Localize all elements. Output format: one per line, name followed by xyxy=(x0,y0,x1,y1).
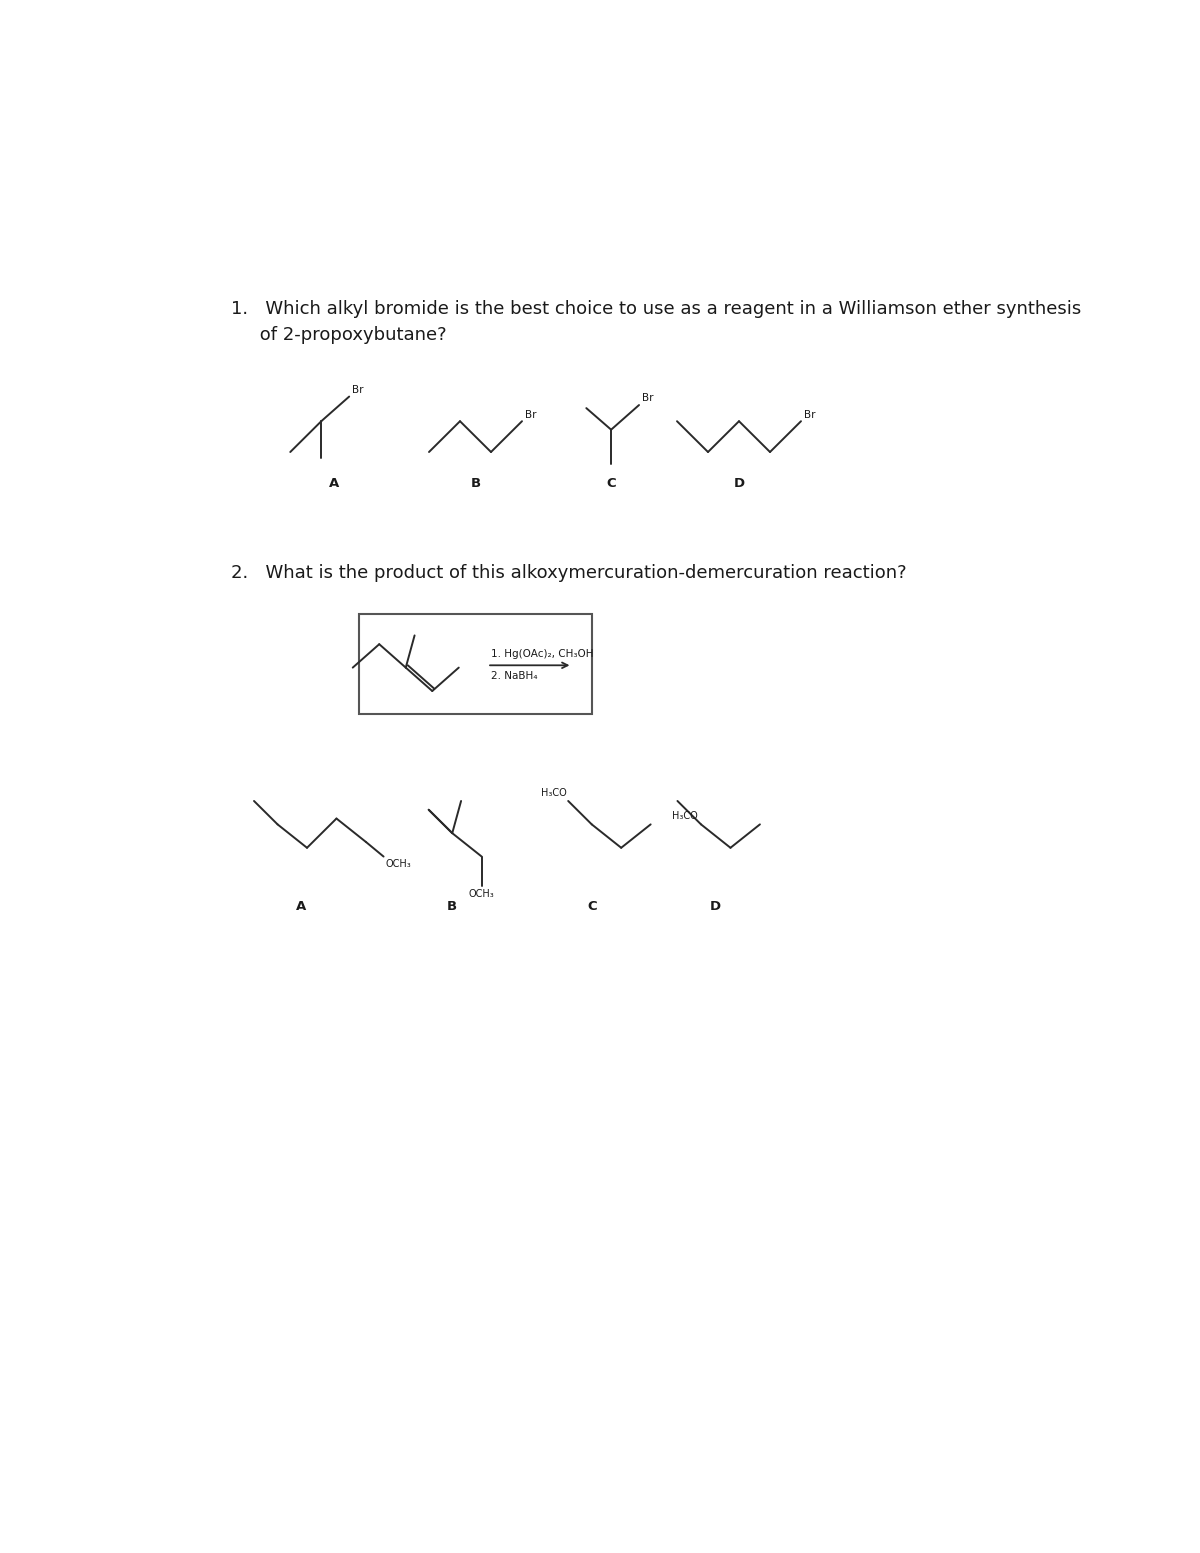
Text: 2. NaBH₄: 2. NaBH₄ xyxy=(491,671,538,682)
Text: B: B xyxy=(470,477,480,489)
Text: 1. Hg(OAc)₂, CH₃OH: 1. Hg(OAc)₂, CH₃OH xyxy=(491,649,594,658)
Text: C: C xyxy=(606,477,616,489)
Text: A: A xyxy=(329,477,338,489)
Text: OCH₃: OCH₃ xyxy=(386,859,412,868)
Text: 1.   Which alkyl bromide is the best choice to use as a reagent in a Williamson : 1. Which alkyl bromide is the best choic… xyxy=(232,300,1081,318)
Text: D: D xyxy=(733,477,744,489)
Text: B: B xyxy=(448,901,457,913)
Text: Br: Br xyxy=(642,393,654,404)
Text: C: C xyxy=(587,901,596,913)
Text: Br: Br xyxy=(804,410,816,419)
Text: A: A xyxy=(296,901,306,913)
Text: D: D xyxy=(710,901,721,913)
Text: H₃CO: H₃CO xyxy=(672,812,698,822)
Text: of 2-propoxybutane?: of 2-propoxybutane? xyxy=(232,326,446,345)
Text: OCH₃: OCH₃ xyxy=(469,888,494,899)
Text: H₃CO: H₃CO xyxy=(541,787,566,798)
Text: 2.   What is the product of this alkoxymercuration-demercuration reaction?: 2. What is the product of this alkoxymer… xyxy=(232,564,907,582)
Bar xyxy=(359,613,592,714)
Text: Br: Br xyxy=(526,410,536,419)
Text: Br: Br xyxy=(353,385,364,394)
